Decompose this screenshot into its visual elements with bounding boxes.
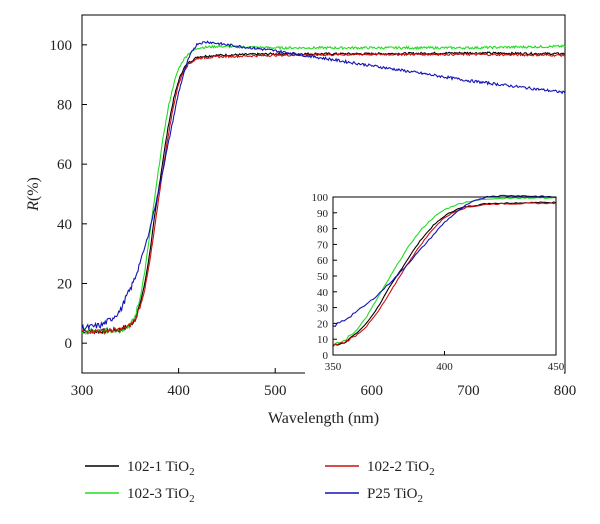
inset-x-tick-label: 350 [325, 361, 342, 373]
inset-series-group [332, 194, 557, 347]
y-tick-label: 60 [57, 157, 72, 173]
legend-label: 102-3 TiO2 [127, 486, 195, 505]
inset-series-line-102-2 [332, 202, 557, 347]
x-tick-label: 700 [457, 383, 480, 399]
inset-plot: 350 400 450 0 10 20 30 40 50 60 70 80 90 100 [305, 192, 565, 375]
inset-y-tick-label: 90 [317, 208, 329, 220]
x-tick-label: 600 [361, 383, 384, 399]
inset-y-tick-label: 40 [317, 287, 329, 299]
y-tick-label: 80 [57, 98, 72, 114]
legend-item-102-2: 102-2 TiO2 [325, 459, 435, 478]
inset-y-tick-label: 50 [317, 271, 329, 283]
inset-series-line-102-3 [332, 196, 557, 346]
legend-label: 102-2 TiO2 [367, 459, 435, 478]
legend-item-102-3: 102-3 TiO2 [85, 486, 195, 505]
inset-x-tick-label: 450 [548, 361, 565, 373]
inset-series-line-102-1 [332, 201, 557, 346]
series-line-102-3 [81, 44, 566, 336]
inset-axis-ticks: 350 400 450 0 10 20 30 40 50 60 70 80 90 100 [312, 192, 565, 373]
x-tick-label: 800 [554, 383, 577, 399]
y-tick-label: 0 [65, 336, 73, 352]
series-line-102-1 [81, 51, 566, 335]
y-tick-label: 20 [57, 277, 72, 293]
legend-item-p25: P25 TiO2 [325, 486, 423, 505]
inset-y-tick-label: 80 [317, 224, 329, 236]
x-tick-label: 500 [264, 383, 287, 399]
legend-label: P25 TiO2 [367, 486, 423, 505]
x-tick-label: 400 [167, 383, 190, 399]
inset-y-tick-label: 60 [317, 255, 329, 267]
inset-y-tick-label: 70 [317, 239, 329, 251]
y-tick-label: 100 [50, 38, 73, 54]
inset-series-line-p25 [332, 194, 557, 328]
legend-label: 102-1 TiO2 [127, 459, 195, 478]
inset-y-tick-label: 30 [317, 303, 329, 315]
inset-y-tick-label: 100 [312, 192, 329, 204]
x-tick-label: 300 [71, 383, 94, 399]
y-axis-title: R(%) [25, 177, 42, 212]
legend-item-102-1: 102-1 TiO2 [85, 459, 195, 478]
main-series-group [81, 40, 566, 336]
inset-y-tick-label: 0 [323, 350, 329, 362]
series-line-p25 [81, 40, 566, 333]
inset-x-tick-label: 400 [436, 361, 453, 373]
legend: 102-1 TiO2 102-3 TiO2 102-2 TiO2 P25 TiO2 [85, 459, 435, 505]
y-axis-title-symbol: R [25, 201, 42, 212]
y-tick-label: 40 [57, 217, 72, 233]
y-axis-title-unit: (%) [25, 177, 42, 201]
x-axis-title: Wavelength (nm) [268, 410, 379, 427]
inset-y-tick-label: 20 [317, 318, 329, 330]
inset-background [305, 193, 564, 375]
inset-y-tick-label: 10 [317, 334, 329, 346]
